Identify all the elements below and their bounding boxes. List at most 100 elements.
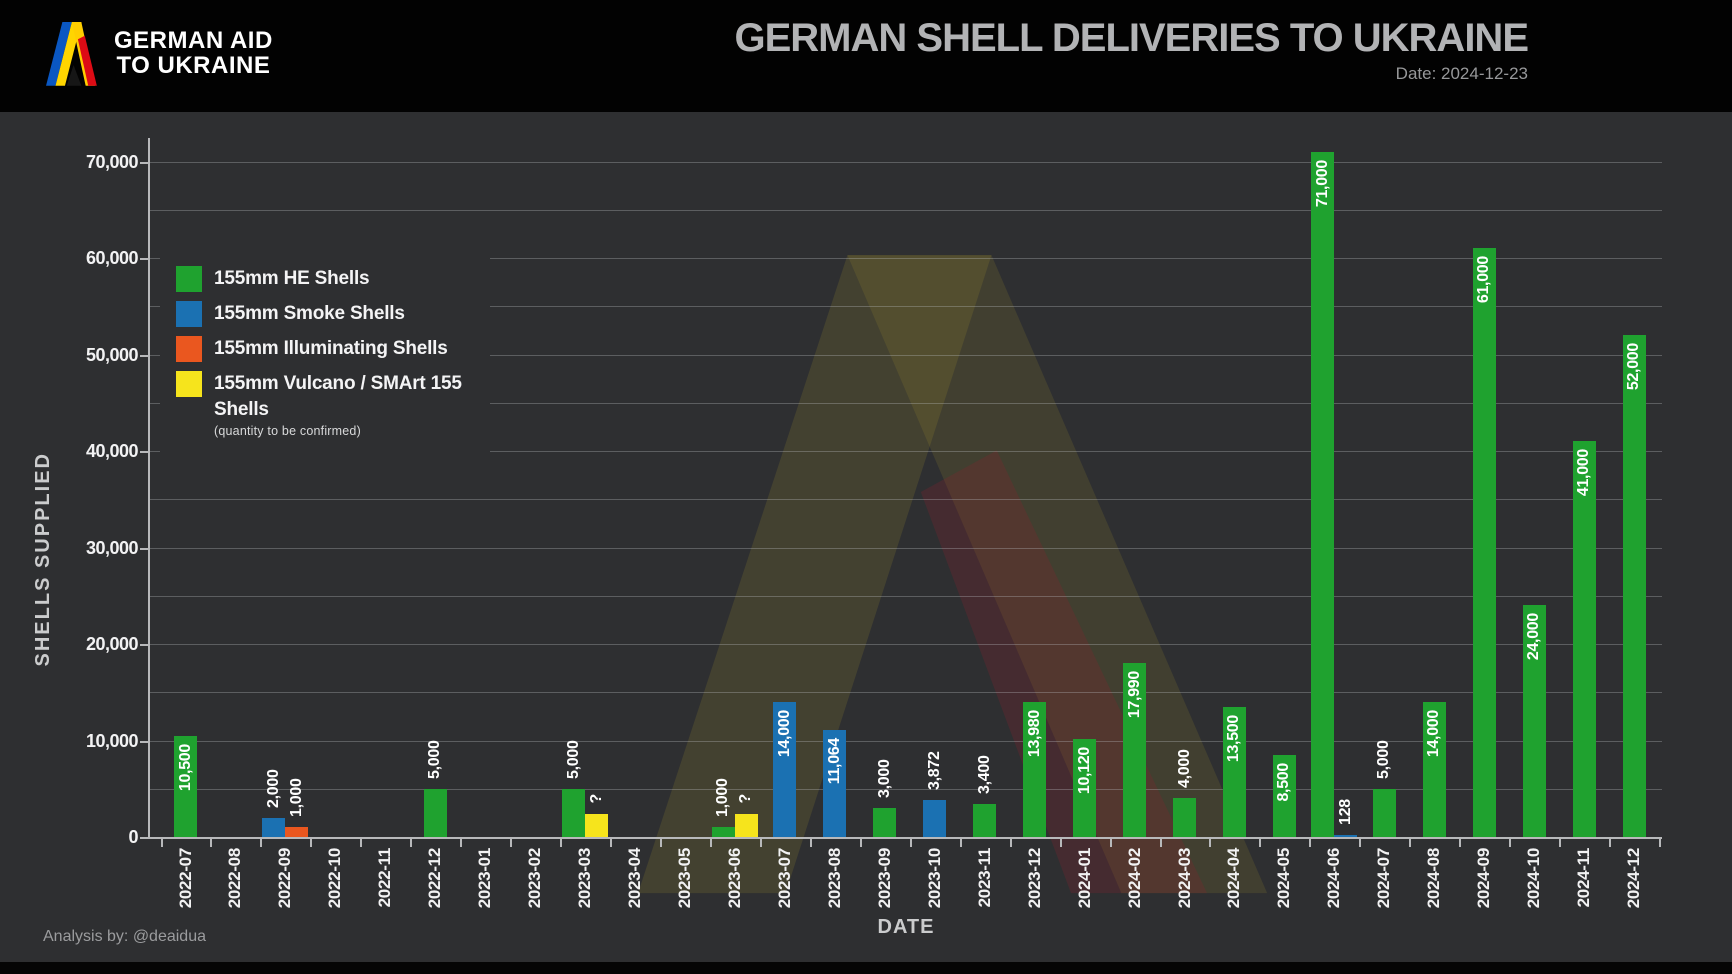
y-tick — [140, 837, 148, 839]
legend-item-smoke: 155mm Smoke Shells — [176, 301, 490, 327]
gridline — [150, 740, 1662, 742]
gridline — [150, 692, 1662, 694]
x-axis-title: DATE — [877, 916, 935, 938]
bar-value-label: 14,000 — [1425, 709, 1443, 758]
x-tick-label: 2022-10 — [325, 848, 345, 909]
x-tick — [460, 839, 463, 847]
bar-value-label: 13,980 — [1025, 710, 1043, 758]
bar-value-label: 5,000 — [564, 740, 582, 779]
y-tick — [140, 161, 148, 164]
x-tick — [1359, 839, 1362, 847]
bar-value-label: 17,990 — [1125, 671, 1143, 719]
bar-he-2023-06 — [711, 827, 735, 837]
x-tick — [510, 839, 513, 847]
x-tick-label: 2024-02 — [1124, 848, 1144, 909]
x-tick-label: 2023-10 — [924, 848, 944, 909]
bar-value-label: 2,000 — [264, 769, 282, 808]
y-tick-label: 60,000 — [85, 248, 139, 268]
y-tick-label: 50,000 — [85, 344, 139, 365]
x-tick — [1009, 839, 1012, 847]
gridline — [150, 209, 1662, 211]
x-tick-label: 2023-04 — [625, 848, 645, 909]
y-tick-label: 30,000 — [85, 537, 139, 558]
x-tick — [410, 839, 413, 847]
x-tick-label: 2022-11 — [375, 848, 395, 908]
x-tick-label: 2024-03 — [1174, 848, 1194, 909]
legend-item-vulcano: 155mm Vulcano / SMArt 155 Shells (quantit… — [176, 371, 490, 438]
bar-value-label: 5,000 — [426, 740, 444, 779]
x-tick — [809, 839, 812, 847]
bar-he-2024-08 — [1422, 701, 1446, 837]
bar-he-2022-12 — [423, 788, 447, 837]
bar-value-label: 61,000 — [1475, 256, 1493, 304]
bar-value-label: 5,000 — [1375, 740, 1393, 779]
x-tick-label: 2023-03 — [575, 848, 595, 909]
bar-smoke-2023-07 — [773, 701, 797, 837]
x-tick — [959, 839, 962, 847]
y-tick — [140, 547, 148, 550]
bar-value-label: 8,500 — [1275, 762, 1293, 802]
y-tick-label: 70,000 — [85, 151, 139, 172]
bar-value-label: ? — [737, 794, 755, 804]
bar-value-label: 3,000 — [875, 759, 893, 799]
x-tick — [1609, 839, 1612, 847]
bar-he-2024-01 — [1073, 739, 1097, 837]
bar-vulcano-2023-03 — [585, 813, 609, 837]
bar-he-2024-03 — [1173, 798, 1196, 837]
y-tick — [140, 740, 148, 743]
bar-value-label: 3,400 — [975, 755, 993, 795]
x-tick-label: 2024-06 — [1324, 848, 1344, 909]
x-tick-label: 2024-04 — [1224, 848, 1244, 909]
page-title: GERMAN SHELL DELIVERIES TO UKRAINE — [734, 16, 1529, 60]
x-tick-label: 2024-11 — [1574, 848, 1594, 908]
y-tick — [140, 644, 148, 646]
x-tick-label: 2023-08 — [824, 848, 844, 909]
bar-smoke-2023-10 — [923, 799, 947, 837]
x-tick-label: 2024-05 — [1274, 848, 1294, 909]
bar-he-2023-12 — [1023, 702, 1047, 837]
x-tick-label: 2024-01 — [1074, 848, 1094, 909]
bar-value-label: 10,120 — [1075, 747, 1093, 795]
credit-text: Analysis by: @deaidua — [43, 928, 206, 945]
gridline — [150, 644, 1662, 645]
x-tick — [1309, 839, 1312, 847]
y-tick-label: 10,000 — [85, 730, 139, 751]
bar-value-label: ? — [587, 794, 605, 804]
x-tick — [1509, 839, 1512, 847]
x-tick — [1109, 839, 1112, 847]
header-bar: GERMAN AID TO UKRAINE GERMAN SHELL DELIV… — [0, 0, 1732, 112]
legend-note: (quantity to be confirmed) — [214, 424, 361, 438]
x-tick-label: 2022-12 — [425, 848, 445, 909]
bar-value-label: 11,064 — [825, 738, 843, 785]
x-tick — [759, 839, 762, 847]
x-tick — [859, 839, 862, 847]
x-axis-line — [148, 837, 1662, 839]
x-tick-label: 2024-07 — [1374, 848, 1394, 909]
x-tick-label: 2024-08 — [1424, 848, 1444, 909]
bar-he-2024-11 — [1572, 441, 1596, 837]
gridline — [150, 306, 1662, 308]
bar-value-label: 52,000 — [1625, 343, 1643, 391]
bar-he-2024-06 — [1311, 151, 1335, 837]
date-label: Date: 2024-12-23 — [1395, 64, 1528, 83]
x-tick — [360, 839, 363, 847]
legend-item-illuminating: 155mm Illuminating Shells — [176, 336, 490, 362]
bar-value-label: 13,500 — [1225, 714, 1243, 762]
gridline — [150, 402, 1662, 404]
gridline — [150, 595, 1662, 597]
bar-value-label: 1,000 — [287, 778, 305, 818]
chart-plot-area: 10,500 2,000 1,000 5,000 5,000? 1,000? 14,000 1… — [0, 112, 1732, 962]
x-tick — [909, 839, 912, 847]
x-tick — [310, 839, 313, 847]
y-tick — [140, 354, 148, 357]
x-tick — [1159, 839, 1162, 847]
x-tick — [210, 839, 213, 847]
logo-line1: GERMAN AID — [114, 26, 273, 54]
bar-he-2023-11 — [973, 804, 997, 837]
bar-he-2024-04 — [1222, 706, 1246, 837]
bar-vulcano-2023-06 — [734, 813, 758, 837]
bar-smoke-2024-06 — [1334, 835, 1358, 837]
bar-he-2024-10 — [1522, 605, 1546, 837]
bar-value-label: 3,872 — [925, 751, 943, 790]
bar-value-label: 24,000 — [1525, 613, 1543, 661]
